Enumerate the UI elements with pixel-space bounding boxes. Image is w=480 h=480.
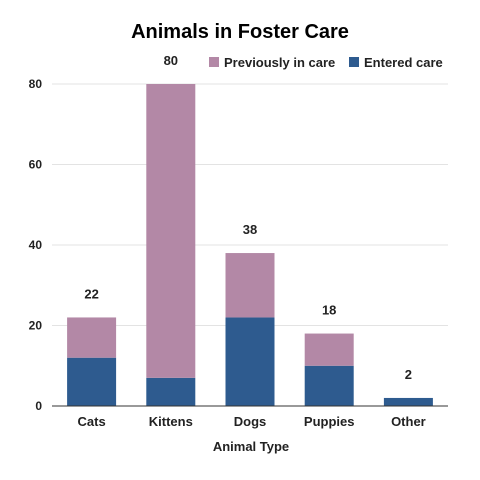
data-label: 22 (84, 286, 98, 301)
data-label: 2 (405, 367, 412, 382)
data-label: 80 (164, 53, 178, 68)
legend-label: Entered care (364, 55, 443, 70)
bars (67, 84, 433, 406)
bar-segment (67, 317, 117, 358)
legend-swatch (349, 57, 359, 67)
chart-title: Animals in Foster Care (131, 21, 349, 43)
x-tick-label: Cats (78, 414, 106, 429)
gridlines: 0 20 40 60 80 (29, 77, 448, 413)
x-axis-title: Animal Type (213, 439, 289, 454)
data-labels: 22 80 38 18 2 (84, 53, 412, 382)
bar-segment (304, 333, 354, 366)
bar-segment (383, 397, 433, 406)
legend-label: Previously in care (224, 55, 335, 70)
bar-segment (225, 253, 275, 318)
bar-segment (146, 84, 196, 378)
y-tick-label: 0 (35, 399, 42, 413)
legend: Previously in care Entered care (209, 55, 443, 70)
x-tick-label: Dogs (234, 414, 267, 429)
x-tick-label: Kittens (149, 414, 193, 429)
y-tick-label: 20 (29, 319, 43, 333)
x-axis: Cats Kittens Dogs Puppies Other (52, 405, 448, 429)
bar-segment (146, 377, 196, 406)
y-tick-label: 40 (29, 238, 43, 252)
y-tick-label: 80 (29, 77, 43, 91)
bar-segment (225, 317, 275, 406)
data-label: 38 (243, 222, 257, 237)
bar-segment (67, 357, 117, 406)
bar-segment (304, 365, 354, 406)
legend-swatch (209, 57, 219, 67)
x-tick-label: Other (391, 414, 426, 429)
y-tick-label: 60 (29, 158, 43, 172)
x-tick-label: Puppies (304, 414, 355, 429)
data-label: 18 (322, 303, 336, 318)
